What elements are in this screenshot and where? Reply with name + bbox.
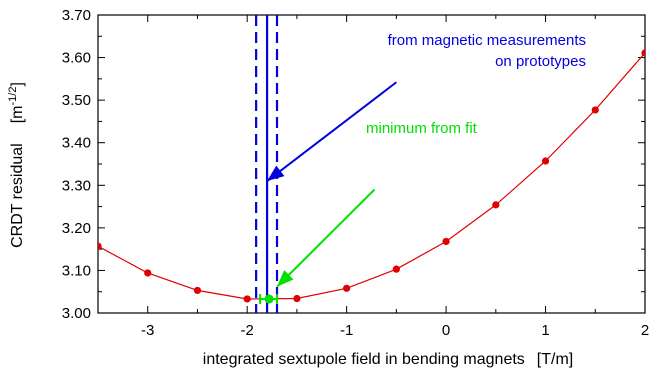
x-axis-unit: [T/m] — [537, 351, 573, 368]
annotation-measurements-arrow-head — [267, 165, 285, 182]
annotation-measurements-line1: from magnetic measurements — [388, 32, 586, 49]
data-point — [492, 201, 500, 209]
y-axis-label-text: CRDT residual — [9, 143, 26, 248]
measurement-lines — [255, 15, 279, 313]
series-line — [98, 52, 645, 300]
data-point — [193, 286, 202, 295]
annotation-fit-text: minimum from fit — [366, 120, 478, 137]
annotation-fit-arrow-shaft — [276, 188, 376, 288]
y-axis-unit: [m — [9, 106, 26, 124]
y-tick-label: 3.10 — [62, 262, 91, 279]
x-tick-label: 2 — [641, 322, 649, 339]
data-point — [392, 265, 400, 273]
y-tick-label: 3.50 — [62, 92, 91, 109]
y-axis-unit-close: ] — [9, 82, 26, 86]
y-tick-label: 3.40 — [62, 135, 91, 152]
y-tick-label: 3.70 — [62, 7, 91, 24]
data-point — [293, 294, 301, 303]
y-axis-ticks: 3.00 3.10 3.20 3.30 3.40 3.50 3.60 3.70 — [62, 7, 645, 322]
y-axis-unit-exponent: -1/2 — [7, 87, 19, 106]
x-tick-label: -3 — [141, 322, 154, 339]
annotation-measurements-arrow-shaft — [266, 81, 397, 182]
data-point — [343, 284, 351, 292]
data-point — [442, 237, 450, 246]
annotation-fit-arrow-head — [277, 270, 294, 287]
y-axis-label: CRDT residual [m-1/2] — [7, 82, 26, 248]
y-tick-label: 3.60 — [62, 50, 91, 67]
y-tick-label: 3.00 — [62, 305, 91, 322]
data-point — [144, 269, 152, 277]
data-point — [591, 106, 599, 114]
x-tick-label: -1 — [340, 322, 353, 339]
x-tick-label: 1 — [541, 322, 549, 339]
data-point — [641, 49, 645, 57]
data-point — [98, 242, 102, 250]
x-tick-label: 0 — [442, 322, 450, 339]
x-axis-label-text: integrated sextupole field in bending ma… — [203, 351, 525, 368]
x-axis-label: integrated sextupole field in bending ma… — [203, 351, 573, 368]
y-tick-label: 3.20 — [62, 220, 91, 237]
y-tick-label: 3.30 — [62, 177, 91, 194]
x-axis-ticks: -3 -2 -1 0 1 2 — [97, 15, 649, 339]
annotations-group: from magnetic measurements on prototypes m… — [266, 32, 586, 288]
data-point — [243, 295, 251, 303]
series-group — [98, 49, 645, 303]
x-tick-label: -2 — [241, 322, 254, 339]
annotation-measurements-line2: on prototypes — [495, 53, 586, 70]
fit-minimum-group — [259, 293, 279, 304]
fit-minimum-point — [264, 294, 274, 304]
data-point — [541, 157, 550, 165]
